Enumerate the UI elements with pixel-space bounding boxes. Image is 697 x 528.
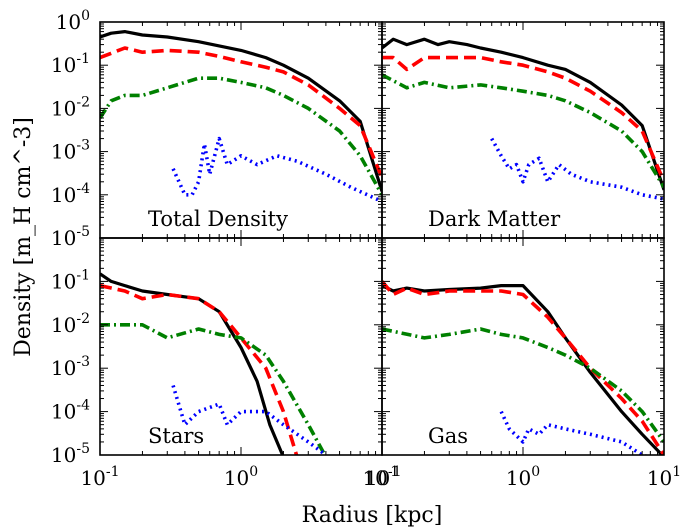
series-line-dark-matter-3 bbox=[382, 73, 664, 189]
x-tick-label: 100 bbox=[506, 464, 540, 490]
series-line-stars-2 bbox=[100, 283, 299, 455]
series-line-dark-matter-2 bbox=[382, 55, 664, 183]
panel-title: Dark Matter bbox=[428, 207, 561, 231]
y-tick-label: 10-3 bbox=[51, 138, 90, 164]
panel-title: Gas bbox=[428, 424, 468, 448]
series-line-gas-4 bbox=[499, 410, 649, 455]
y-tick-label: 10-2 bbox=[51, 94, 90, 120]
x-tick-label: 101 bbox=[365, 464, 399, 490]
series-line-stars-3 bbox=[100, 322, 327, 455]
series-line-gas-2 bbox=[382, 280, 664, 455]
panel-title: Total Density bbox=[148, 207, 288, 231]
x-tick-label: 10-1 bbox=[80, 464, 119, 490]
y-tick-label: 10-5 bbox=[51, 224, 90, 250]
x-tick-label: 100 bbox=[224, 464, 258, 490]
panel-title: Stars bbox=[148, 424, 204, 448]
series-line-gas-1 bbox=[382, 284, 664, 455]
series-line-total-density-4 bbox=[171, 136, 382, 204]
series-line-total-density-2 bbox=[100, 46, 382, 179]
series-line-gas-3 bbox=[382, 327, 664, 443]
y-tick-label: 100 bbox=[56, 8, 90, 34]
series-line-dark-matter-1 bbox=[382, 37, 664, 191]
panel-frame bbox=[381, 237, 665, 456]
y-tick-label: 10-4 bbox=[51, 398, 90, 424]
panel-stars: Stars 10-5 10-4 10-3 10-2 10-1 10-1 100 101 bbox=[51, 237, 399, 490]
y-tick-label: 10-3 bbox=[51, 354, 90, 380]
axes-layer: Total Density 10-5 10-4 10-3 10-2 10-1 100 Dark… bbox=[51, 8, 681, 490]
y-axis-label: Density [m_H cm^-3] bbox=[11, 117, 36, 357]
panel-total-density: Total Density 10-5 10-4 10-3 10-2 10-1 100 bbox=[51, 8, 383, 250]
x-tick-label: 10-1 bbox=[362, 464, 401, 490]
y-tick-label: 10-2 bbox=[51, 311, 90, 337]
y-tick-label: 10-1 bbox=[51, 267, 90, 293]
series-line-total-density-3 bbox=[100, 76, 382, 196]
y-tick-label: 10-4 bbox=[51, 181, 90, 207]
series-line-total-density-1 bbox=[100, 30, 382, 192]
series-line-dark-matter-4 bbox=[490, 137, 664, 201]
y-tick-label: 10-1 bbox=[51, 51, 90, 77]
panel-dark-matter: Dark Matter bbox=[381, 21, 665, 239]
panel-frame bbox=[381, 21, 665, 239]
x-axis-label: Radius [kpc] bbox=[302, 503, 443, 528]
x-tick-label: 101 bbox=[647, 464, 681, 490]
y-tick-label: 10-5 bbox=[51, 441, 90, 467]
panel-gas: Gas 10-1 100 101 bbox=[362, 237, 681, 490]
